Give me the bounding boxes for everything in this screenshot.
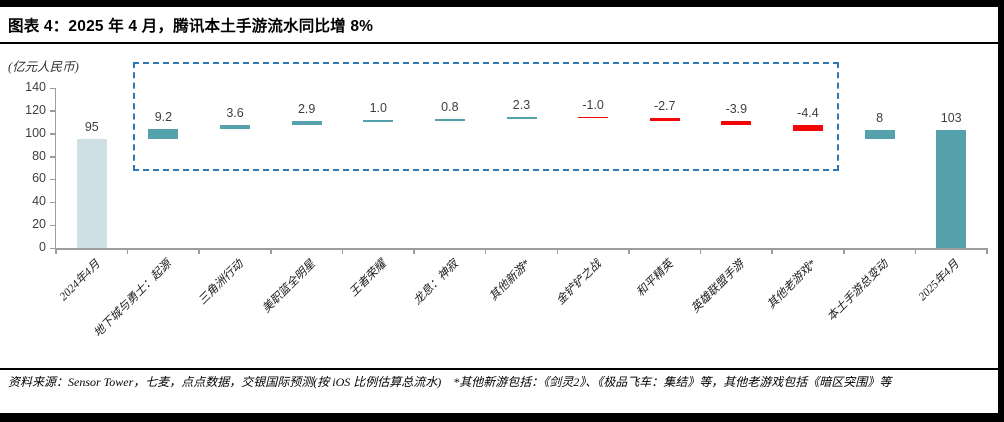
bar-value-label: 2.3 bbox=[512, 97, 531, 112]
y-axis-tick-label: 40 bbox=[32, 194, 46, 209]
top-border-rule bbox=[0, 0, 1004, 7]
title-divider bbox=[0, 42, 998, 44]
y-axis-tick bbox=[50, 178, 55, 181]
y-axis-tick bbox=[50, 110, 55, 112]
x-axis-tick bbox=[484, 248, 487, 254]
y-axis-tick bbox=[50, 224, 55, 227]
y-axis-tick bbox=[50, 87, 55, 89]
y-axis-tick-label: 120 bbox=[25, 102, 46, 117]
bar-9 bbox=[649, 117, 680, 122]
bar-value-label: 9.2 bbox=[154, 109, 173, 124]
bar-7 bbox=[506, 116, 537, 120]
bar-10 bbox=[721, 121, 752, 126]
y-axis-tick-label: 20 bbox=[32, 217, 46, 232]
bar-value-label: -3.9 bbox=[725, 102, 748, 117]
bar-1 bbox=[76, 139, 107, 248]
x-axis-tick bbox=[843, 248, 845, 254]
y-axis-tick-label: 60 bbox=[32, 171, 46, 186]
x-axis-line bbox=[54, 248, 987, 250]
delta-highlight-box bbox=[133, 62, 839, 171]
y-axis-unit-label: (亿元人民币) bbox=[8, 60, 79, 74]
bar-value-label: 0.8 bbox=[441, 100, 459, 115]
x-axis-tick bbox=[413, 248, 415, 254]
bar-value-label: -1.0 bbox=[582, 97, 604, 112]
x-axis-tick bbox=[986, 248, 988, 254]
bar-value-label: -4.4 bbox=[797, 106, 819, 121]
chart-title: 图表 4：2025 年 4 月，腾讯本土手游流水同比增 8% bbox=[8, 18, 374, 35]
bar-11 bbox=[792, 125, 823, 131]
bar-value-label: 8 bbox=[876, 111, 884, 126]
x-axis-tick bbox=[341, 248, 344, 254]
y-axis-tick bbox=[50, 247, 55, 249]
x-axis-tick bbox=[55, 248, 57, 254]
bar-13 bbox=[936, 130, 967, 248]
y-axis-tick-label: 140 bbox=[25, 80, 46, 94]
bar-12 bbox=[864, 130, 895, 140]
y-axis-tick-label: 0 bbox=[39, 240, 46, 254]
bar-value-label: -2.7 bbox=[653, 98, 676, 113]
x-axis-tick bbox=[699, 248, 702, 254]
bar-value-label: 1.0 bbox=[369, 101, 387, 116]
right-border-rule bbox=[998, 0, 1004, 422]
footer-divider bbox=[0, 368, 998, 370]
bar-5 bbox=[363, 120, 394, 122]
x-axis-tick bbox=[198, 248, 200, 254]
x-axis-tick bbox=[270, 248, 272, 254]
x-axis-tick bbox=[771, 248, 773, 254]
y-axis-tick-label: 100 bbox=[25, 125, 46, 140]
bar-6 bbox=[434, 119, 465, 122]
x-axis-tick bbox=[556, 248, 559, 254]
y-axis-tick bbox=[50, 133, 55, 135]
bar-3 bbox=[220, 124, 251, 129]
bar-value-label: 95 bbox=[84, 120, 99, 135]
x-axis-tick bbox=[126, 248, 129, 254]
bar-2 bbox=[148, 128, 179, 140]
bar-value-label: 103 bbox=[940, 111, 962, 126]
bar-value-label: 2.9 bbox=[297, 102, 316, 117]
y-axis-tick-label: 80 bbox=[32, 148, 46, 163]
bar-4 bbox=[291, 121, 322, 125]
source-note: 资料来源：Sensor Tower，七麦，点点数据，交银国际预测(按 iOS 比… bbox=[8, 375, 892, 389]
bar-8 bbox=[578, 116, 609, 119]
bottom-border-rule bbox=[0, 413, 1004, 422]
y-axis-line bbox=[54, 88, 56, 250]
y-axis-tick bbox=[50, 201, 55, 204]
x-axis-tick bbox=[914, 248, 917, 254]
bar-value-label: 3.6 bbox=[226, 105, 244, 120]
x-axis-tick bbox=[628, 248, 630, 254]
y-axis-tick bbox=[50, 156, 55, 158]
